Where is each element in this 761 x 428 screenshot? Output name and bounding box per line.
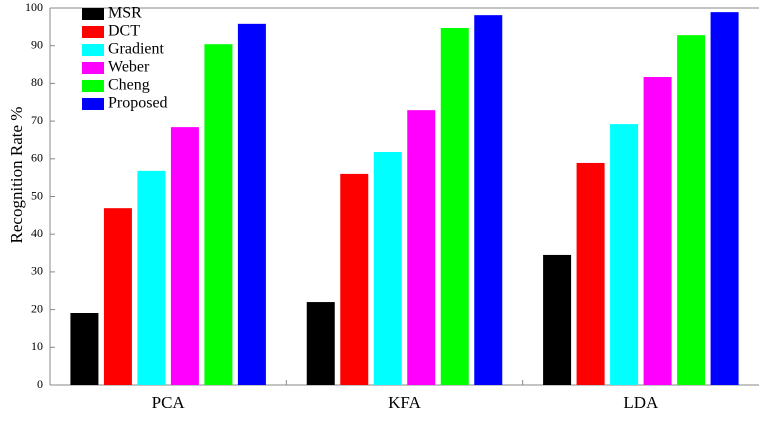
y-tick-label: 90 xyxy=(31,37,43,51)
legend-label: Gradient xyxy=(108,41,165,58)
bar xyxy=(373,152,402,385)
x-tick-label: PCA xyxy=(152,393,186,412)
bar xyxy=(340,173,369,385)
y-tick-label: 10 xyxy=(31,339,43,353)
bar xyxy=(237,23,266,386)
y-tick-label: 60 xyxy=(31,151,43,165)
bar xyxy=(610,124,639,385)
bar xyxy=(170,127,199,385)
bar xyxy=(440,27,469,386)
y-tick-label: 0 xyxy=(37,377,43,391)
y-tick-label: 20 xyxy=(31,301,43,315)
legend-swatch xyxy=(82,8,104,20)
y-tick-label: 100 xyxy=(25,0,43,14)
legend-label: MSR xyxy=(108,5,142,22)
bar xyxy=(474,15,503,386)
y-axis-label: Recognition Rate % xyxy=(7,107,26,244)
bar xyxy=(137,170,166,385)
bar xyxy=(576,162,605,385)
legend-swatch xyxy=(82,44,104,56)
x-tick-label: KFA xyxy=(388,393,421,412)
y-tick-label: 50 xyxy=(31,188,43,202)
y-tick-label: 40 xyxy=(31,226,43,240)
bar xyxy=(710,12,739,385)
y-tick-label: 80 xyxy=(31,75,43,89)
bar xyxy=(643,76,672,385)
y-tick-label: 30 xyxy=(31,264,43,278)
bar xyxy=(70,312,99,385)
legend-swatch xyxy=(82,26,104,38)
bar xyxy=(204,44,233,385)
legend-label: Proposed xyxy=(108,95,168,112)
legend-label: Weber xyxy=(108,59,150,76)
legend-label: DCT xyxy=(108,23,140,40)
legend-swatch xyxy=(82,62,104,74)
bar xyxy=(306,302,335,385)
legend-swatch xyxy=(82,98,104,110)
legend-swatch xyxy=(82,80,104,92)
bar xyxy=(407,110,436,386)
y-tick-label: 70 xyxy=(31,113,43,127)
legend-label: Cheng xyxy=(108,77,150,94)
bar xyxy=(543,254,572,385)
bar xyxy=(677,35,706,385)
bar xyxy=(103,208,132,385)
x-tick-label: LDA xyxy=(623,393,659,412)
